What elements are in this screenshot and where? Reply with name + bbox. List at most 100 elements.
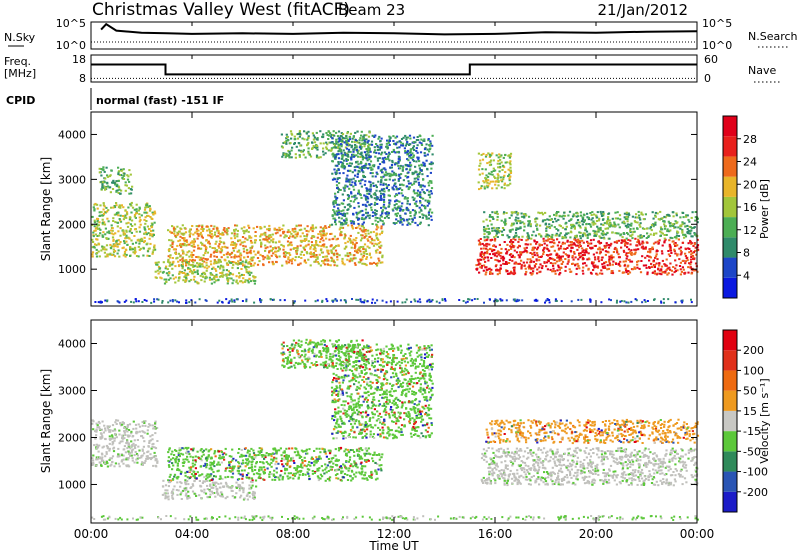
echo-cell — [260, 244, 262, 246]
echo-cell — [172, 257, 174, 259]
echo-cell — [529, 258, 531, 260]
echo-cell — [272, 238, 274, 240]
echo-cell — [299, 156, 301, 158]
echo-cell — [306, 133, 308, 135]
echo-cell — [482, 243, 484, 245]
echo-cell — [348, 165, 350, 167]
echo-cell — [515, 220, 517, 222]
echo-cell — [213, 247, 215, 249]
echo-cell — [654, 266, 656, 268]
echo-cell — [119, 235, 121, 237]
echo-cell — [323, 230, 325, 232]
echo-cell — [117, 230, 119, 232]
echo-cell — [273, 299, 275, 301]
echo-cell — [112, 207, 114, 209]
echo-cell — [411, 221, 413, 223]
echo-cell — [494, 181, 496, 183]
nsearch-label: N.Search — [748, 30, 798, 43]
echo-cell — [385, 213, 387, 215]
echo-cell — [138, 210, 140, 212]
echo-cell — [114, 250, 116, 252]
echo-cell — [392, 140, 394, 142]
echo-cell — [249, 274, 251, 276]
echo-cell — [428, 214, 430, 216]
echo-cell — [132, 251, 134, 253]
echo-cell — [295, 157, 297, 159]
echo-cell — [158, 299, 160, 301]
echo-cell — [636, 228, 638, 230]
echo-cell — [613, 251, 615, 253]
echo-cell — [253, 302, 255, 304]
echo-cell — [350, 191, 352, 193]
echo-cell — [125, 235, 127, 237]
echo-cell — [616, 300, 618, 302]
echo-cell — [558, 273, 560, 275]
echo-cell — [509, 162, 511, 164]
echo-cell — [344, 235, 346, 237]
echo-cell — [380, 153, 382, 155]
echo-cell — [602, 224, 604, 226]
echo-cell — [497, 177, 499, 179]
echo-cell — [602, 249, 604, 251]
echo-cell — [430, 168, 432, 170]
echo-cell — [401, 189, 403, 191]
echo-cell — [560, 245, 562, 247]
echo-cell — [406, 143, 408, 145]
echo-cell — [180, 233, 182, 235]
echo-cell — [382, 161, 384, 163]
echo-cell — [508, 178, 510, 180]
echo-cell — [282, 249, 284, 251]
echo-cell — [386, 174, 388, 176]
echo-cell — [405, 139, 407, 141]
echo-cell — [656, 263, 658, 265]
echo-cell — [188, 301, 190, 303]
echo-cell — [388, 190, 390, 192]
echo-cell — [186, 261, 188, 263]
echo-cell — [370, 184, 372, 186]
echo-cell — [353, 221, 355, 223]
power-colorbar-swatch — [723, 217, 737, 237]
echo-cell — [287, 258, 289, 260]
echo-cell — [336, 256, 338, 258]
echo-cell — [674, 236, 676, 238]
echo-cell — [486, 245, 488, 247]
echo-cell — [98, 243, 100, 245]
echo-cell — [419, 191, 421, 193]
echo-cell — [345, 246, 347, 248]
echo-cell — [386, 215, 388, 217]
echo-cell — [368, 181, 370, 183]
echo-cell — [314, 137, 316, 139]
echo-cell — [146, 204, 148, 206]
echo-cell — [595, 215, 597, 217]
echo-cell — [343, 149, 345, 151]
echo-cell — [376, 186, 378, 188]
echo-cell — [101, 188, 103, 190]
echo-cell — [483, 270, 485, 272]
echo-cell — [93, 235, 95, 237]
echo-cell — [480, 238, 482, 240]
echo-cell — [691, 242, 693, 244]
echo-cell — [651, 247, 653, 249]
echo-cell — [317, 258, 319, 260]
echo-cell — [579, 256, 581, 258]
echo-cell — [295, 233, 297, 235]
echo-cell — [430, 300, 432, 302]
echo-cell — [223, 274, 225, 276]
echo-cell — [134, 249, 136, 251]
echo-cell — [683, 216, 685, 218]
echo-cell — [139, 220, 141, 222]
echo-cell — [634, 268, 636, 270]
echo-cell — [291, 150, 293, 152]
echo-cell — [551, 234, 553, 236]
echo-cell — [383, 201, 385, 203]
echo-cell — [132, 207, 134, 209]
echo-cell — [398, 188, 400, 190]
echo-cell — [339, 139, 341, 141]
echo-cell — [510, 170, 512, 172]
echo-cell — [608, 247, 610, 249]
echo-cell — [281, 156, 283, 158]
echo-cell — [337, 177, 339, 179]
echo-cell — [617, 253, 619, 255]
echo-cell — [217, 279, 219, 281]
echo-cell — [329, 233, 331, 235]
